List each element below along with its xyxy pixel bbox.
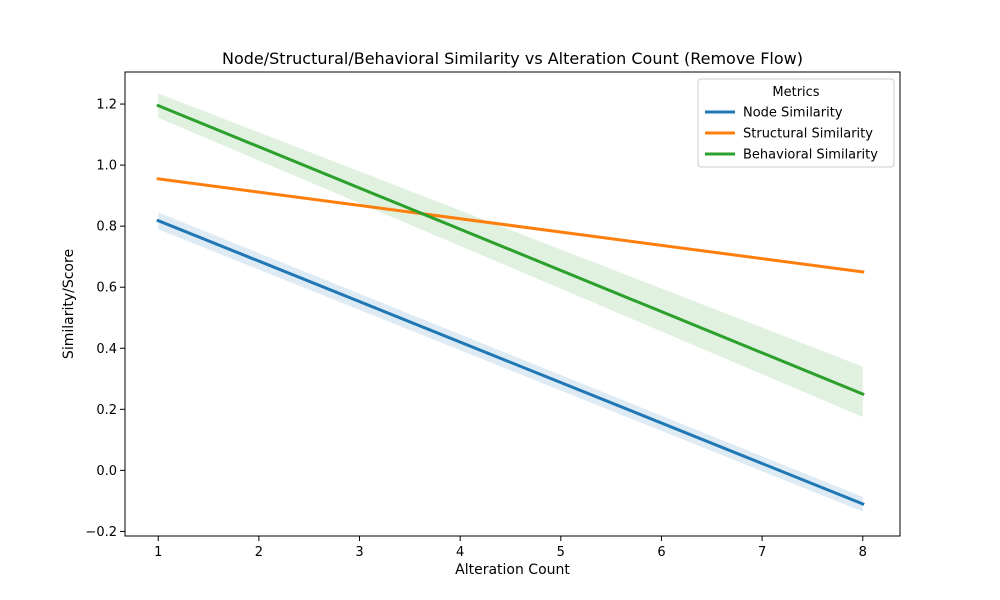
y-tick-label: −0.2 <box>85 525 117 540</box>
plot-area <box>156 93 865 512</box>
y-tick-label: 0.4 <box>96 342 117 357</box>
behavioral-similarity-line <box>156 103 865 397</box>
y-tick-label: 0.8 <box>96 220 117 235</box>
legend-box <box>697 78 895 168</box>
chart-title: Node/Structural/Behavioral Similarity vs… <box>222 49 803 68</box>
x-tick-label: 4 <box>456 545 464 560</box>
legend-label-node-similarity: Node Similarity <box>743 106 843 121</box>
legend-items: Node Similarity Structural Similarity Beha… <box>705 106 878 163</box>
behavioral-similarity-confidence-band <box>158 93 863 417</box>
x-tick-label: 7 <box>758 545 766 560</box>
y-axis-label: Similarity/Score <box>61 249 77 359</box>
node-similarity-line <box>156 218 865 506</box>
legend-label-behavioral-similarity: Behavioral Similarity <box>743 148 878 163</box>
plot-frame <box>124 71 901 537</box>
x-tick-label: 1 <box>154 545 162 560</box>
structural-similarity-line <box>156 177 865 274</box>
y-axis: −0.2 0.0 0.2 0.4 0.6 0.8 1.0 1.2 <box>85 98 125 540</box>
y-tick-label: 0.0 <box>96 464 117 479</box>
y-tick-label: 0.2 <box>96 403 117 418</box>
legend: Metrics Node Similarity Structural Simila… <box>697 78 895 168</box>
x-tick-label: 8 <box>859 545 867 560</box>
y-tick-label: 1.2 <box>96 98 117 113</box>
y-tick-label: 1.0 <box>96 159 117 174</box>
x-axis: 1 2 3 4 5 6 7 8 <box>154 536 867 560</box>
x-tick-label: 2 <box>255 545 263 560</box>
legend-label-structural-similarity: Structural Similarity <box>743 127 873 142</box>
x-tick-label: 5 <box>557 545 565 560</box>
legend-title: Metrics <box>772 85 819 100</box>
x-axis-label: Alteration Count <box>455 562 570 578</box>
x-tick-label: 6 <box>657 545 665 560</box>
x-tick-label: 3 <box>355 545 363 560</box>
y-tick-label: 0.6 <box>96 281 117 296</box>
